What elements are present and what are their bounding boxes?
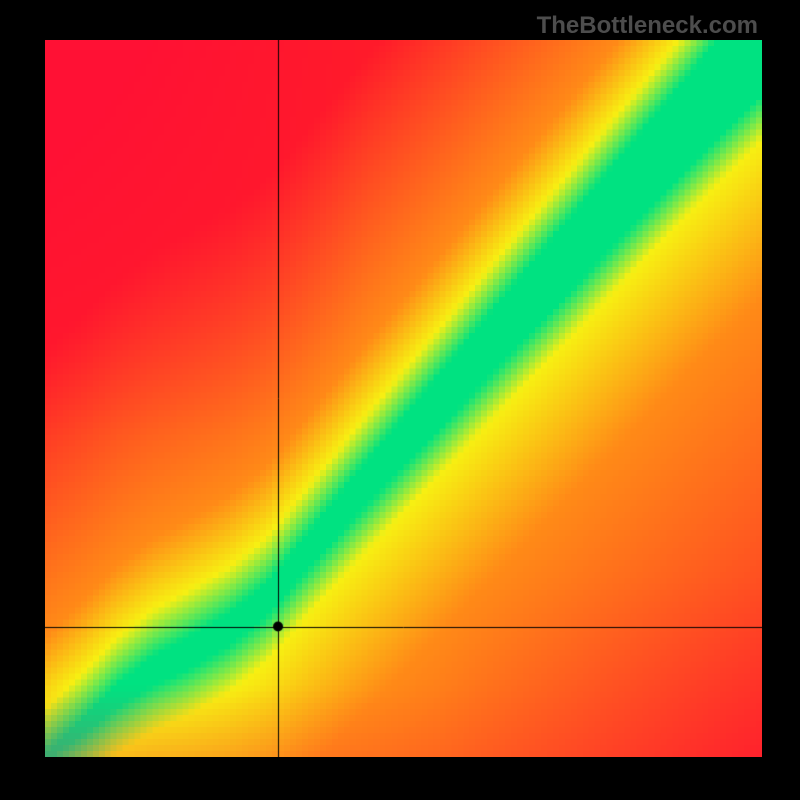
heatmap-canvas [45, 40, 762, 757]
chart-stage: TheBottleneck.com [0, 0, 800, 800]
watermark-text: TheBottleneck.com [537, 12, 758, 40]
